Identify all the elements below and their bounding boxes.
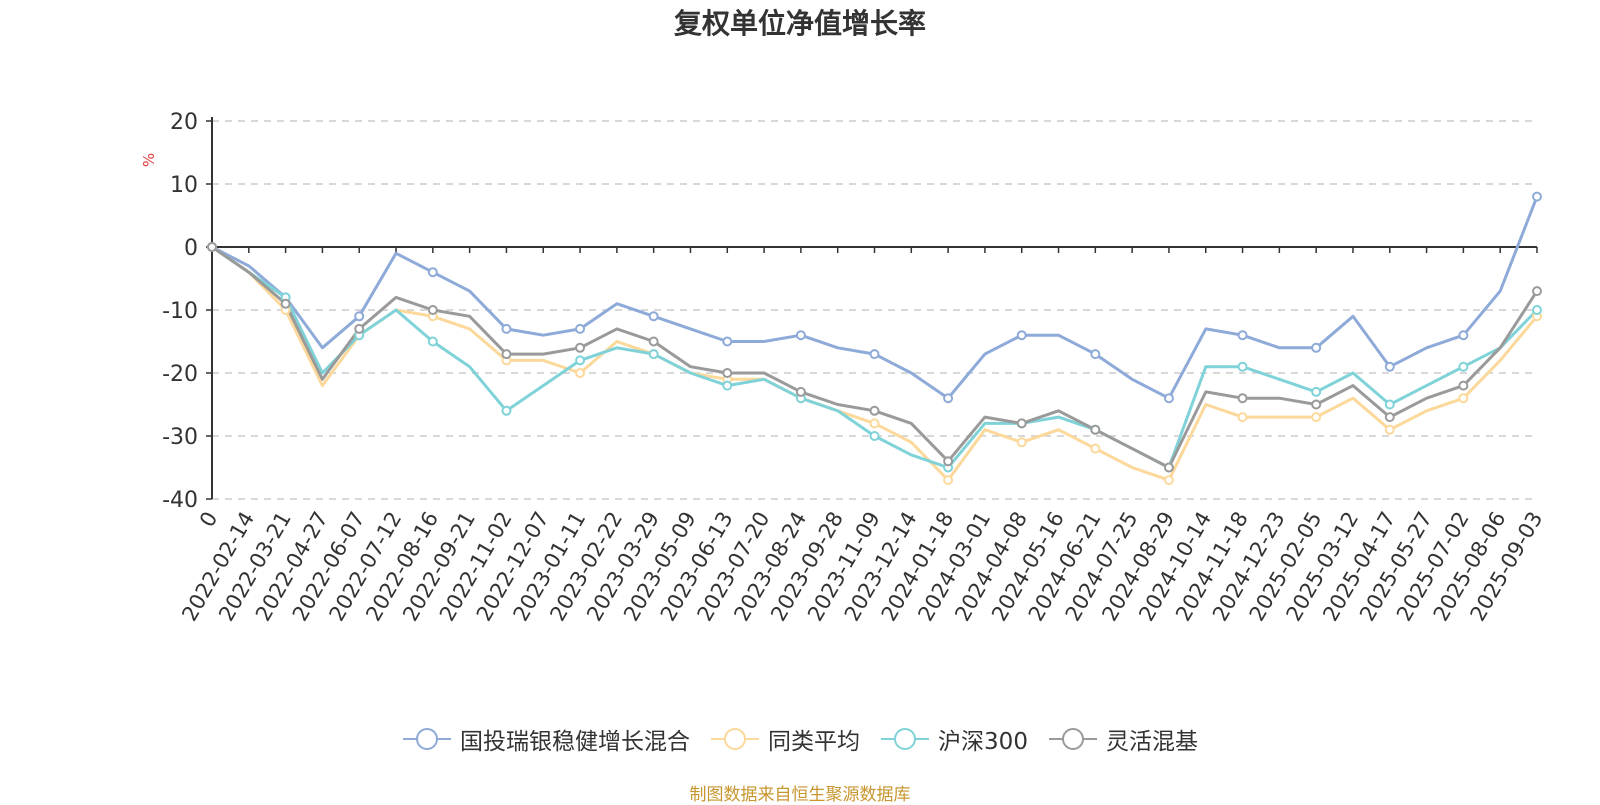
legend-label: 同类平均 [768,729,861,755]
data-point [1311,399,1322,410]
data-point [1090,349,1101,360]
data-point [575,323,586,334]
data-point [1311,342,1322,353]
source-note: 制图数据来自恒生聚源数据库 [689,785,911,805]
legend-item[interactable]: 同类平均 [710,722,860,756]
data-point [354,311,365,322]
data-point [1016,330,1027,341]
legend-label: 沪深300 [938,729,1028,755]
data-point [207,242,217,252]
y-tick-label: -40 [162,488,198,513]
data-point [1311,386,1322,397]
data-point [1237,412,1248,423]
data-point [1237,361,1248,372]
data-point [1384,412,1395,423]
data-point [1384,399,1395,410]
data-point [795,330,806,341]
y-tick-label: -30 [162,425,198,450]
data-point [869,418,880,429]
data-point [354,323,365,334]
data-point [648,311,659,322]
data-point [869,405,880,416]
y-tick-label: 20 [170,110,198,135]
legend-swatch [403,728,452,750]
data-point [943,456,954,467]
series-line-1 [211,245,1539,482]
data-point [1090,424,1101,435]
series-line-0 [211,196,1539,400]
y-tick-label: 10 [170,173,198,198]
data-point [427,305,438,315]
y-tick-label: -20 [162,362,198,387]
data-point [1016,418,1027,429]
data-point [722,336,733,347]
legend-swatch [1048,728,1097,750]
data-point [648,336,659,347]
data-point [1458,380,1469,391]
data-point [648,349,659,360]
chart-title: 复权单位净值增长率 [673,7,926,40]
data-point [943,393,954,404]
data-point [1532,286,1542,297]
x-tick-label: 0 [195,508,222,532]
data-point [869,431,880,441]
data-point [1237,330,1248,341]
legend-label: 国投瑞银稳健增长混合 [460,729,691,755]
legend-label: 灵活混基 [1105,729,1198,755]
y-tick-label: -10 [162,299,198,324]
legend-swatch [711,728,760,750]
data-point [501,323,512,334]
data-point [722,380,733,391]
data-point [1090,443,1101,454]
data-point [501,405,512,416]
data-point [1384,361,1395,372]
data-point [575,355,586,366]
data-point [869,349,880,360]
data-point [575,368,586,378]
data-point [1532,191,1542,202]
data-point [427,336,438,347]
y-tick-label: 0 [184,236,198,261]
legend-item[interactable]: 国投瑞银稳健增长混合 [402,722,690,756]
data-point [1384,424,1395,435]
data-point [1532,305,1542,315]
legend-item[interactable]: 沪深300 [880,722,1028,756]
data-point [280,298,291,309]
data-point [1163,393,1174,404]
data-point [722,368,733,378]
data-point [1458,393,1469,404]
legend-swatch [881,728,930,750]
data-point [501,349,512,360]
data-point [795,386,806,397]
data-point [575,342,586,353]
series-markers [207,191,1542,486]
y-axis-unit-label: % [140,153,158,167]
legend-item[interactable]: 灵活混基 [1048,722,1198,756]
data-point [1458,361,1469,372]
data-point [1163,462,1174,473]
gridlines [212,120,1537,500]
axes: 20100-10-20-30-4002022-02-142022-03-2120… [162,110,1547,625]
data-point [1016,437,1027,448]
data-point [1163,475,1174,486]
legend: 国投瑞银稳健增长混合 同类平均 沪深300 灵活混基 [0,722,1600,756]
data-point [1311,412,1322,423]
data-point [427,267,438,278]
data-point [1458,330,1469,341]
data-point [943,475,954,486]
data-point [1237,393,1248,404]
